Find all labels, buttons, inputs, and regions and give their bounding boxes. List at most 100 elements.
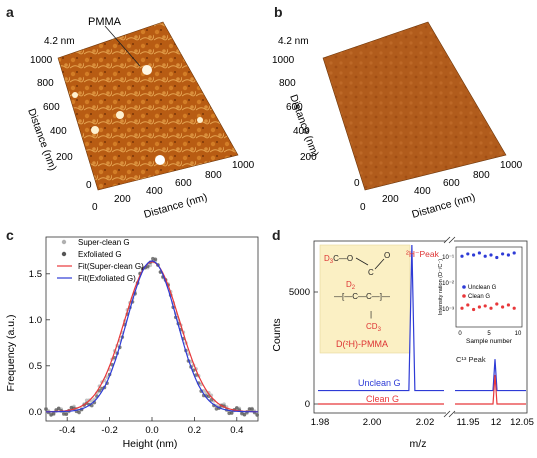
tick-label: 400 [414,186,431,197]
tick-label: 1000 [272,55,295,66]
axis-break [443,236,456,418]
panel-label: a [6,4,14,20]
trace-unclean [318,244,526,392]
y-axis-label: Counts [271,318,283,351]
trace-label-unclean: Unclean G [358,378,401,388]
y-tick-label: 1.0 [29,315,42,326]
data-point [105,375,109,379]
data-point [51,411,56,416]
panel-label: b [274,4,283,20]
tick-label: 1000 [30,55,53,66]
tick-label: 400 [146,186,163,197]
data-point [77,410,81,415]
tick-label: 0 [86,180,92,191]
svg-text:O: O [384,251,390,260]
x-tick-label: 12 [491,417,502,428]
tick-label: 800 [473,170,490,181]
data-point [194,373,198,377]
z-scale-label: 4.2 nm [44,36,75,47]
svg-text:C: C [368,268,374,277]
x-tick-label: 2.02 [416,417,435,428]
x-tick-label: 0.2 [188,425,201,436]
data-point [64,412,69,416]
tick-label: 0 [92,202,98,213]
data-point [235,406,239,410]
tick-label: 200 [114,194,131,205]
pmma-particle [197,117,203,123]
pmma-structure: D3C—O C O D2 —[—C—C—]— | CD3 [324,251,390,333]
legend-marker [61,251,67,257]
x-tick-label: 0.4 [230,425,243,436]
pmma-particle [142,65,152,75]
mass-spectrum-chart: D3C—O C O D2 —[—C—C—]— | CD3 D(²H)-PMMA … [271,236,534,450]
tick-label: 1000 [500,160,523,171]
data-point [255,413,259,417]
fit-curve [46,260,258,413]
inset-legend-marker [462,294,466,298]
panel-label: c [6,227,14,243]
tick-label: 800 [37,78,54,89]
inset-y-tick: 10⁻³ [442,307,454,313]
inset-point [506,253,510,257]
tick-label: 0 [360,202,366,213]
afm-surface-b [322,21,507,191]
tick-label: 200 [300,152,317,163]
svg-text:CD3: CD3 [366,322,382,333]
inset-x-tick: 5 [487,331,491,337]
inset-legend-label: Unclean G [468,285,497,291]
data-point [229,411,234,415]
pmma-particle [72,92,78,98]
x-tick-label: -0.2 [101,425,117,436]
x-tick-label: 0.0 [145,425,158,436]
inset-point [483,304,487,308]
inset-point [466,303,470,307]
data-point [62,412,66,416]
data-point [44,407,48,411]
svg-text:D3C—O: D3C—O [324,254,353,265]
molecule-label: D(²H)-PMMA [336,339,388,349]
inset-point [460,254,464,258]
inset-ratio-plot: 10⁻¹ 10⁻² 10⁻³ 0 5 10 Sample number Inte… [438,246,523,345]
inset-point [477,251,481,255]
x-axis-label: m/z [410,438,427,450]
inset-point [495,302,499,306]
inset-point [483,254,487,258]
inset-point [489,306,493,310]
plot-frame [313,240,528,414]
data-point [153,257,158,262]
y-tick-label: 0 [305,399,310,410]
inset-point [495,255,499,260]
y-axis-label: Frequency (a.u.) [5,314,17,391]
inset-point [501,252,505,256]
inset-y-tick: 10⁻¹ [442,255,454,261]
legend-label: Super-clean G [78,238,130,247]
legend-label: Exfoliated G [78,250,122,259]
inset-legend-marker [462,285,466,289]
tick-label: 600 [443,178,460,189]
height-histogram-chart: -0.4 -0.2 0.0 0.2 0.4 0.0 0.5 1.0 1.5 Super-clea… [5,236,259,450]
legend-label: Fit(Exfoliated G) [78,274,136,283]
tick-label: 800 [279,78,296,89]
trace-label-clean: Clean G [366,394,399,404]
tick-label: 0 [354,178,360,189]
axis-label-left: Distance (nm) [25,107,59,173]
panel-a: a PMMA 4.2 nm 1000 800 600 400 200 0 Dis… [0,0,268,225]
inset-point [506,303,510,307]
afm-3d-plot-a: PMMA 4.2 nm 1000 800 600 400 200 0 Dista… [25,16,255,221]
tick-label: 800 [205,170,222,181]
inset-y-tick: 10⁻² [442,281,454,287]
y-tick-label: 0.0 [29,407,42,418]
pmma-particle [91,126,99,134]
inset-point [512,251,516,255]
x-tick-label: 1.98 [311,417,330,428]
panel-c: c -0.4 -0.2 0.0 0.2 0.4 0.0 0.5 1.0 1.5 Super-cl… [0,225,268,453]
fit-curve [46,261,258,413]
legend-label: Fit(Super-clean G) [78,262,144,271]
peak-label-c13: C¹³ Peak [456,355,486,364]
trace-clean [318,374,526,405]
svg-text:—[—C—C—]—: —[—C—C—]— [334,292,390,301]
x-tick-label: 2.00 [363,417,382,428]
inset-legend-label: Clean G [468,294,490,300]
tick-label: 600 [286,102,303,113]
data-point [242,412,247,417]
